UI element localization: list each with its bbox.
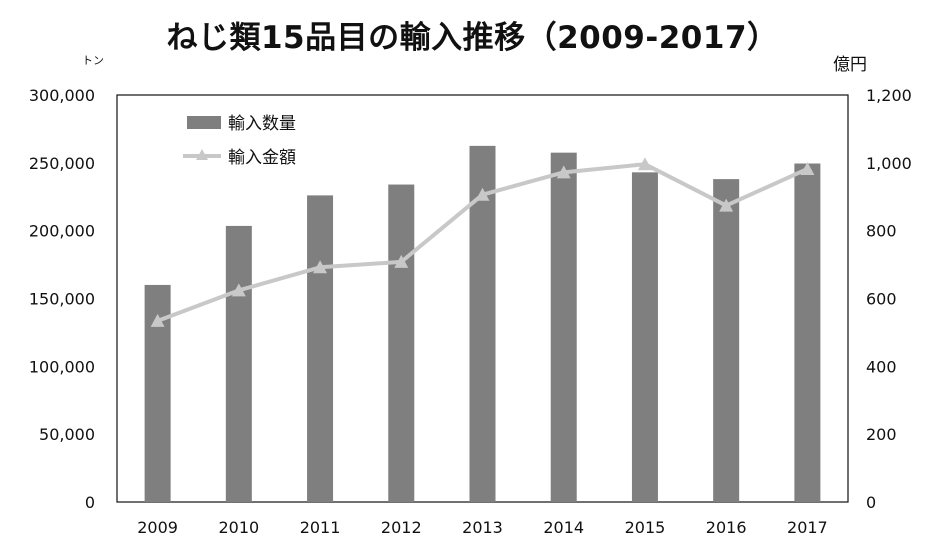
- left-axis-tick-label: 50,000: [39, 425, 95, 444]
- right-axis-tick-label: 200: [866, 425, 897, 444]
- legend-line-marker: [196, 149, 208, 160]
- left-axis-tick-label: 300,000: [29, 86, 95, 105]
- x-axis-tick-label: 2017: [787, 518, 828, 537]
- left-axis-tick-label: 250,000: [29, 154, 95, 173]
- line-marker: [313, 260, 328, 274]
- line-marker: [800, 161, 815, 175]
- legend-line-label: 輸入金額: [228, 148, 296, 168]
- bar: [225, 225, 252, 502]
- x-axis-tick-label: 2012: [381, 518, 422, 537]
- x-axis-tick-label: 2013: [462, 518, 503, 537]
- right-axis-tick-label: 1,200: [866, 86, 912, 105]
- line-marker: [719, 198, 734, 212]
- x-axis-tick-label: 2014: [543, 518, 584, 537]
- legend: 輸入数量 輸入金額: [183, 114, 296, 168]
- bar: [713, 179, 740, 502]
- bar: [550, 152, 577, 503]
- right-axis-tick-label: 800: [866, 222, 897, 241]
- legend-bar-label: 輸入数量: [228, 114, 296, 134]
- left-axis-tick-label: 150,000: [29, 290, 95, 309]
- chart-title: ねじ類15品目の輸入推移（2009-2017）: [166, 20, 779, 56]
- right-axis-ticks: 0 200 400 600 800 1,000 1,200: [866, 86, 912, 512]
- left-axis-tick-label: 100,000: [29, 357, 95, 376]
- bar: [388, 184, 415, 503]
- right-axis-unit: 億円: [833, 55, 867, 75]
- line-marker: [150, 313, 165, 327]
- right-axis-tick-label: 0: [866, 493, 876, 512]
- left-axis-unit: トン: [82, 54, 104, 67]
- line-marker: [394, 254, 409, 268]
- right-axis-tick-label: 1,000: [866, 154, 912, 173]
- left-axis-ticks: 0 50,000 100,000 150,000 200,000 250,000 300,0…: [29, 86, 95, 512]
- x-axis-tick-label: 2016: [706, 518, 747, 537]
- x-axis-tick-label: 2011: [300, 518, 341, 537]
- line-marker: [637, 157, 652, 171]
- x-axis-ticks: 2009 2010 2011 2012 2013 2014 2015 2016 2017: [137, 518, 827, 537]
- right-axis-tick-label: 400: [866, 357, 897, 376]
- bar: [794, 163, 821, 503]
- bar-series: [144, 145, 821, 503]
- line-marker: [475, 187, 490, 201]
- x-axis-tick-label: 2010: [218, 518, 259, 537]
- bar: [307, 195, 334, 503]
- line-marker: [556, 165, 571, 179]
- x-axis-tick-label: 2009: [137, 518, 178, 537]
- bar: [631, 172, 658, 502]
- right-axis-tick-label: 600: [866, 290, 897, 309]
- line-series: [150, 157, 815, 327]
- legend-bar-swatch: [187, 116, 221, 129]
- left-axis-tick-label: 0: [85, 493, 95, 512]
- line-marker: [231, 283, 246, 297]
- x-axis-tick-label: 2015: [625, 518, 666, 537]
- left-axis-tick-label: 200,000: [29, 222, 95, 241]
- bar: [469, 145, 496, 502]
